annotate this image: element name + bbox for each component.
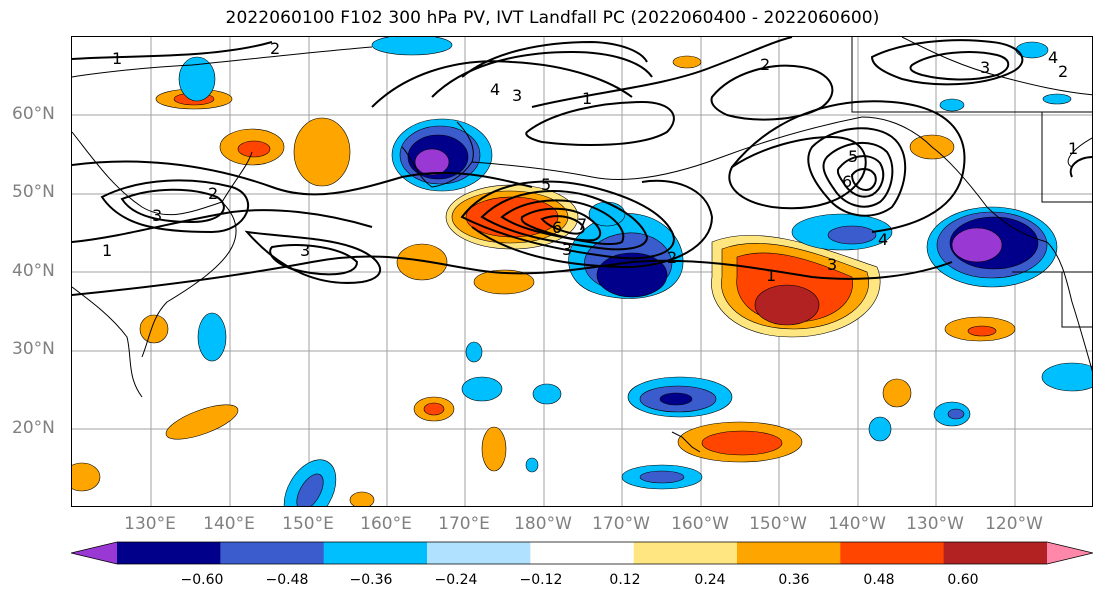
colorbar-segment [530,542,635,564]
contour-label-3f: 3 [980,58,990,77]
contour-label-3e: 3 [152,206,162,225]
map-canvas: 1 2 2 3 4 5 6 7 3 2 1 3 3 1 2 1 3 4 5 6 [72,37,1092,506]
contour-label-4c: 4 [1048,48,1058,67]
lon-label-120w: 120°W [985,514,1043,534]
contour-label-7a: 7 [577,215,587,234]
lon-label-160w: 160°W [671,514,729,534]
lon-label-130e: 130°E [124,514,176,534]
contour-label-3a: 3 [512,86,522,105]
lon-label-140w: 140°W [828,514,886,534]
lat-label-50n: 50°N [12,182,55,202]
colorbar-outline [71,541,1093,565]
colorbar [71,541,1093,565]
colorbar-tick: −0.12 [519,572,563,588]
colorbar-segment [943,542,1048,564]
coastlines [72,37,1092,453]
lon-label-170w: 170°W [592,514,650,534]
colorbar-tick: −0.24 [434,572,478,588]
colorbar-tick: 0.36 [778,572,810,588]
colorbar-segment [220,542,325,564]
map-title: 2022060100 F102 300 hPa PV, IVT Landfall… [225,8,880,28]
contour-label-2b: 2 [760,55,770,74]
lat-label-30n: 30°N [12,339,55,359]
contour-label-4b: 4 [878,230,888,249]
contour-label-6a: 6 [552,218,562,237]
lon-label-170e: 170°E [438,514,490,534]
colorbar-tick: 0.48 [863,572,895,588]
colorbar-arrow-left [71,542,117,564]
contour-label-4a: 4 [490,80,500,99]
colorbar-segment [737,542,841,564]
lon-label-130w: 130°W [906,514,964,534]
contour-label-2e: 2 [1058,62,1068,81]
contour-label-2c: 2 [667,248,677,267]
colorbar-segment [323,542,428,564]
colorbar-tick: 0.60 [947,572,979,588]
map-panel: 1 2 2 3 4 5 6 7 3 2 1 3 3 1 2 1 3 4 5 6 [71,36,1093,507]
colorbar-segment [840,542,945,564]
colorbar-tick: −0.60 [180,572,224,588]
contour-label-3d: 3 [300,241,310,260]
lat-label-40n: 40°N [12,261,55,281]
contour-label-5a: 5 [541,175,551,194]
colorbar-tick: −0.48 [265,572,309,588]
contour-label-2d: 2 [208,184,218,203]
lon-label-140e: 140°E [203,514,255,534]
lon-label-180w: 180°W [514,514,572,534]
colorbar-arrow-right [1047,542,1093,564]
colorbar-tick: −0.36 [349,572,393,588]
contour-labels: 1 2 2 3 4 5 6 7 3 2 1 3 3 1 2 1 3 4 5 6 [102,39,1078,285]
colorbar-segment [633,542,738,564]
lon-label-150e: 150°E [282,514,334,534]
contour-label-1c: 1 [102,241,112,260]
contour-label-1e: 1 [1068,139,1078,158]
lon-label-160e: 160°E [360,514,412,534]
colorbar-tick: 0.12 [609,572,641,588]
colorbar-segment [117,542,221,564]
contour-label-3c: 3 [827,255,837,274]
contour-label-2a: 2 [270,39,280,58]
pv-contours [72,37,1092,296]
contour-label-1b: 1 [766,266,776,285]
contour-label-3b: 3 [562,240,572,259]
contour-label-1d: 1 [582,89,592,108]
contour-label-1: 1 [112,49,122,68]
colorbar-tick: 0.24 [694,572,726,588]
lon-label-150w: 150°W [749,514,807,534]
colorbar-segment [427,542,531,564]
lat-label-60n: 60°N [12,104,55,124]
lat-label-20n: 20°N [12,418,55,438]
contour-label-5b: 5 [848,147,858,166]
contour-label-6b: 6 [842,172,852,191]
